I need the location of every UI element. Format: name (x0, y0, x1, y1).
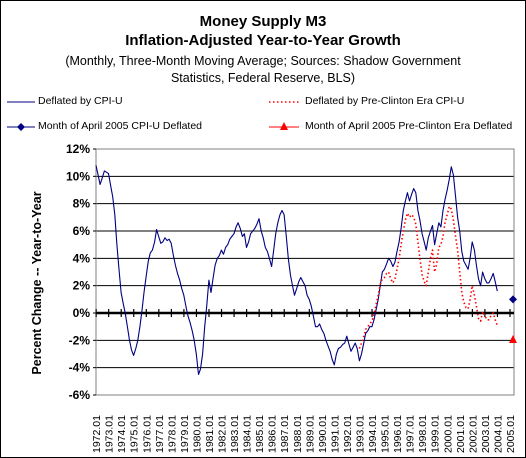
y-tick-label: -4% (69, 361, 91, 375)
x-tick-label: 1986.01 (267, 415, 279, 453)
x-tick-label: 1978.01 (166, 415, 178, 453)
x-tick-label: 1975.01 (129, 415, 141, 453)
y-tick-label: 2% (73, 279, 91, 293)
x-tick-label: 1982.01 (217, 415, 229, 453)
x-tick-label: 1988.01 (292, 415, 304, 453)
x-tick-label: 1974.01 (116, 415, 128, 453)
x-tick-label: 1993.01 (354, 415, 366, 453)
legend-april-cpi-label: Month of April 2005 CPI-U Deflated (38, 120, 203, 132)
x-tick-label: 1997.01 (405, 415, 417, 453)
x-tick-label: 1983.01 (229, 415, 241, 453)
x-tick-label: 2001.01 (455, 415, 467, 453)
y-tick-label: 8% (73, 197, 91, 211)
x-tick-label: 1973.01 (104, 415, 116, 453)
april-2005-pre-clinton-marker (508, 334, 517, 343)
x-tick-label: 1989.01 (304, 415, 316, 453)
y-tick-label: 0% (73, 306, 91, 320)
legend-april-pre-label: Month of April 2005 Pre-Clinton Era Defl… (305, 120, 513, 132)
legend-cpi-label: Deflated by CPI-U (38, 95, 123, 107)
x-tick-label: 1979.01 (179, 415, 191, 453)
legend-pre-label: Deflated by Pre-Clinton Era CPI-U (305, 95, 465, 107)
legend-diamond-marker (17, 123, 25, 131)
x-tick-label: 2002.01 (467, 415, 479, 453)
x-tick-label: 1972.01 (91, 415, 103, 453)
x-tick-label: 1984.01 (242, 415, 254, 453)
y-tick-label: 6% (73, 224, 91, 238)
x-tick-label: 2003.01 (480, 415, 492, 453)
x-tick-label: 1996.01 (392, 415, 404, 453)
chart-note-line2: Statistics, Federal Reserve, BLS) (170, 71, 356, 85)
x-tick-label: 1999.01 (430, 415, 442, 453)
chart-note-line1: (Monthly, Three-Month Moving Average; So… (65, 54, 461, 68)
x-tick-label: 1985.01 (254, 415, 266, 453)
april-2005-cpi-marker (508, 295, 517, 304)
plot-border (95, 148, 515, 396)
x-tick-label: 1992.01 (342, 415, 354, 453)
y-tick-label: 10% (66, 169, 90, 183)
y-tick-label: 4% (73, 251, 91, 265)
x-tick-label: 1995.01 (380, 415, 392, 453)
x-tick-label: 1977.01 (154, 415, 166, 453)
x-tick-label: 1991.01 (329, 415, 341, 453)
x-tick-label: 1980.01 (191, 415, 203, 453)
y-tick-label: -2% (69, 333, 91, 347)
x-tick-label: 1998.01 (417, 415, 429, 453)
x-tick-label: 2000.01 (442, 415, 454, 453)
x-tick-label: 2005.01 (505, 415, 517, 453)
x-tick-label: 2004.01 (492, 415, 504, 453)
chart-title: Money Supply M3 (199, 13, 327, 30)
x-tick-label: 1987.01 (279, 415, 291, 453)
y-tick-label: 12% (66, 142, 90, 156)
series-line-pre-clinton-cpi (358, 205, 499, 349)
legend-triangle-marker (280, 122, 288, 130)
x-tick-label: 1994.01 (367, 415, 379, 453)
series-line-cpi-u (95, 165, 498, 376)
x-tick-label: 1981.01 (204, 415, 216, 453)
x-tick-label: 1976.01 (141, 415, 153, 453)
x-tick-label: 1990.01 (317, 415, 329, 453)
chart-subtitle: Inflation-Adjusted Year-to-Year Growth (125, 32, 401, 49)
y-tick-label: -6% (69, 388, 91, 402)
